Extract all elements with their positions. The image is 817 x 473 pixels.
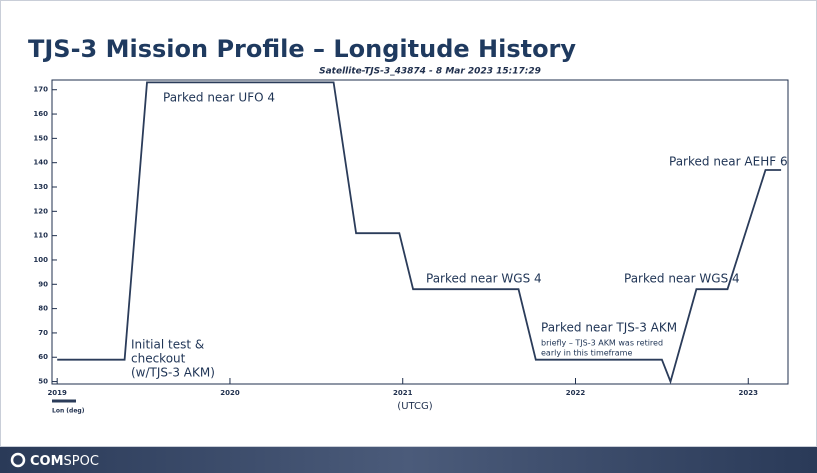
legend-label: Lon (deg): [52, 408, 85, 415]
annotation: Parked near UFO 4: [163, 91, 275, 105]
y-tick-label: 150: [33, 134, 48, 142]
footer-bar: [0, 447, 817, 473]
x-axis-label: (UTCG): [397, 401, 432, 412]
annotation: Initial test &: [131, 338, 204, 352]
y-tick-label: 160: [33, 110, 48, 118]
annotation: checkout: [131, 352, 186, 366]
x-tick-label: 2020: [220, 389, 240, 397]
annotation: early in this timeframe: [541, 349, 632, 358]
logo-icon: [10, 452, 26, 468]
y-tick-label: 60: [38, 353, 48, 361]
y-tick-label: 80: [38, 305, 48, 313]
chart-subtitle: Satellite-TJS-3_43874 - 8 Mar 2023 15:17…: [319, 67, 541, 77]
annotation: briefly – TJS-3 AKM was retired: [541, 339, 663, 348]
annotation: Parked near AEHF 6: [669, 155, 788, 169]
logo-light: SPOC: [64, 454, 99, 469]
x-tick-label: 2023: [739, 389, 759, 397]
annotation: Parked near WGS 4: [624, 272, 740, 286]
y-tick-label: 130: [33, 183, 48, 191]
y-tick-label: 50: [38, 378, 48, 386]
y-tick-label: 70: [38, 329, 48, 337]
chart-title: TJS-3 Mission Profile – Longitude Histor…: [28, 35, 576, 63]
y-tick-label: 140: [33, 159, 48, 167]
x-tick-label: 2019: [47, 389, 67, 397]
y-tick-label: 120: [33, 207, 48, 215]
y-tick-label: 170: [33, 86, 48, 94]
y-tick-label: 110: [33, 232, 48, 240]
x-tick-label: 2022: [566, 389, 586, 397]
logo-text: COMSPOC: [30, 454, 99, 469]
data-line: [57, 81, 782, 385]
y-tick-label: 90: [38, 280, 48, 288]
x-tick-label: 2021: [393, 389, 413, 397]
annotation: Parked near WGS 4: [426, 272, 542, 286]
plot-frame: [51, 79, 789, 385]
annotation: Parked near TJS-3 AKM: [541, 321, 677, 335]
logo-bold: COM: [30, 454, 64, 469]
annotation: (w/TJS-3 AKM): [131, 366, 215, 380]
y-tick-label: 100: [33, 256, 48, 264]
